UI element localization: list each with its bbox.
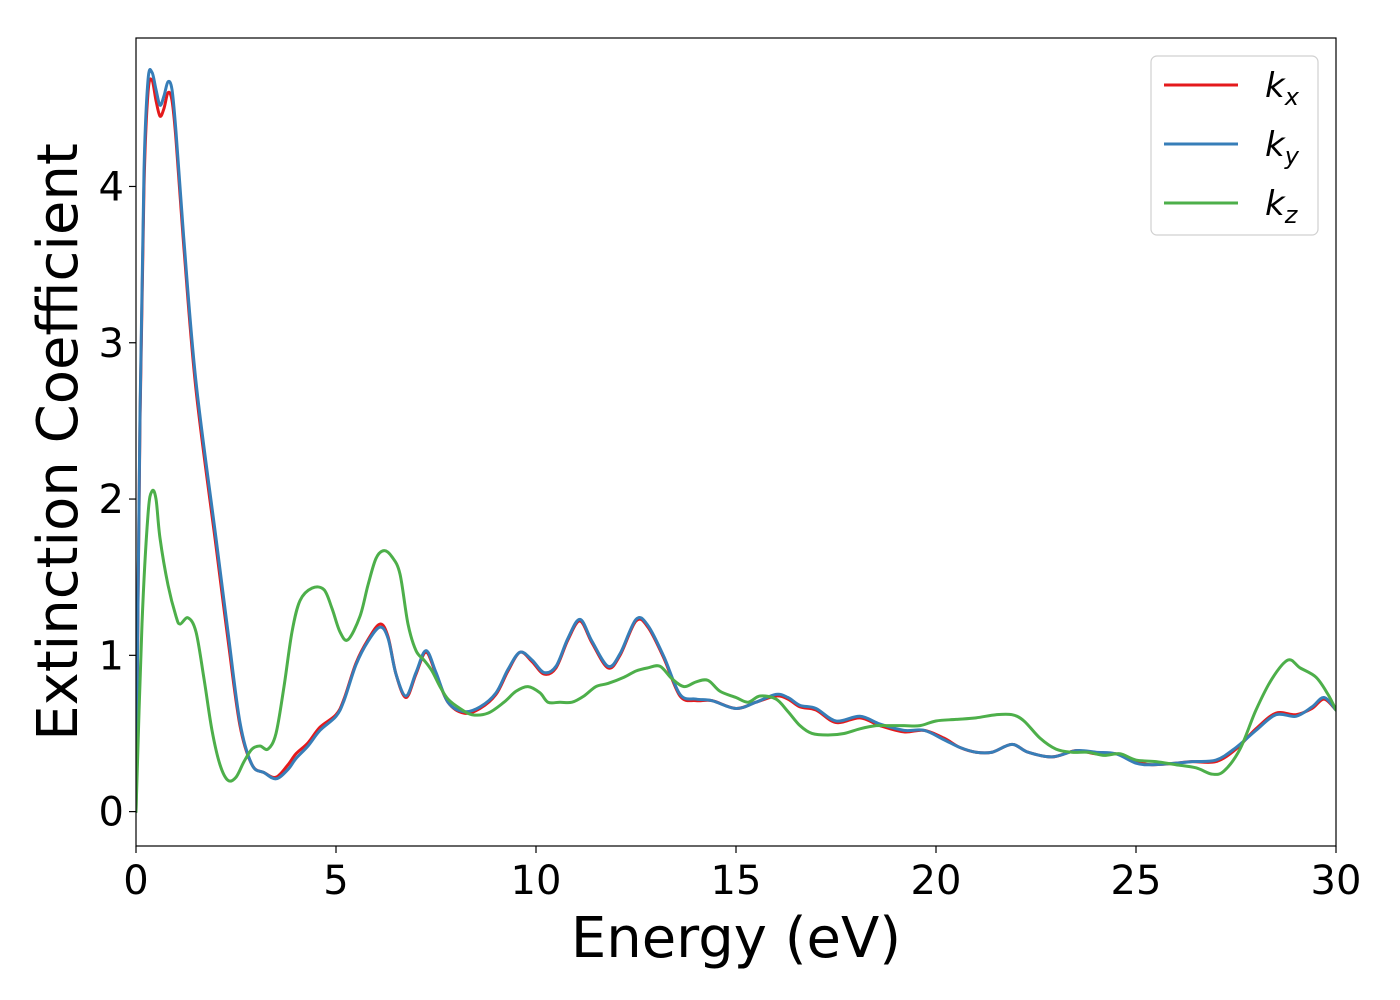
x-tick-label: 15 — [711, 858, 762, 904]
y-axis-title: Extinction Coefficient — [26, 143, 91, 741]
x-tick-label: 20 — [911, 858, 962, 904]
y-tick-label: 0 — [99, 790, 124, 836]
x-tick-label: 25 — [1111, 858, 1162, 904]
x-tick-label: 5 — [323, 858, 348, 904]
x-tick-label: 10 — [511, 858, 562, 904]
x-tick-label: 30 — [1311, 858, 1362, 904]
x-axis-title: Energy (eV) — [571, 906, 901, 971]
y-tick-label: 3 — [99, 321, 124, 367]
y-tick-label: 1 — [99, 633, 124, 679]
x-tick-label: 0 — [123, 858, 148, 904]
y-tick-label: 2 — [99, 477, 124, 523]
y-tick-label: 4 — [99, 164, 124, 210]
